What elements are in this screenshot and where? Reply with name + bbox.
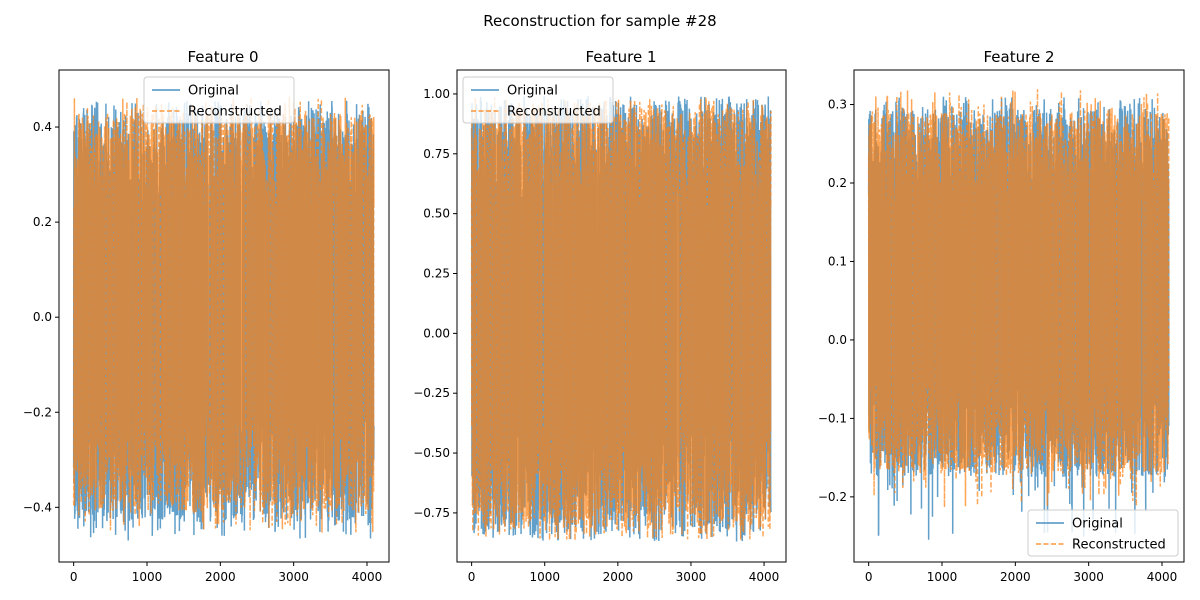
subplot-title: Feature 2 bbox=[984, 48, 1055, 66]
x-tick-label: 3000 bbox=[676, 570, 707, 584]
y-tick-label: −0.25 bbox=[413, 386, 450, 400]
y-tick-label: 0.2 bbox=[828, 176, 847, 190]
axes-frame bbox=[853, 69, 1185, 563]
y-tick-label: −0.2 bbox=[23, 405, 52, 419]
legend: Original Reconstructed bbox=[1027, 509, 1179, 557]
y-tick-label: 0.1 bbox=[828, 254, 847, 268]
x-tick-label: 1000 bbox=[132, 570, 163, 584]
x-axis: 0 1000 2000 3000 4000 bbox=[865, 562, 1177, 584]
plot-area bbox=[58, 69, 390, 563]
legend-label: Original bbox=[188, 84, 239, 99]
x-axis: 0 1000 2000 3000 4000 bbox=[70, 562, 382, 584]
subplot-feature-2: Feature 2 −0.2 −0.1 0.0 0.1 0.2 0.3 0 1000 2000… bbox=[818, 48, 1185, 584]
series-line-reconstructed bbox=[72, 96, 375, 533]
legend-box bbox=[143, 76, 295, 124]
legend-label: Reconstructed bbox=[1072, 538, 1166, 553]
plot-area bbox=[456, 69, 787, 563]
y-tick-label: 0.00 bbox=[423, 326, 450, 340]
x-axis: 0 1000 2000 3000 4000 bbox=[468, 562, 780, 584]
legend-label: Original bbox=[1072, 517, 1123, 532]
plot-area bbox=[853, 69, 1185, 563]
y-tick-label: 0.25 bbox=[423, 267, 450, 281]
subplot-title: Feature 1 bbox=[586, 48, 657, 66]
series-line-reconstructed bbox=[470, 97, 772, 541]
figure-suptitle: Reconstruction for sample #28 bbox=[483, 12, 716, 30]
y-tick-label: 0.50 bbox=[423, 207, 450, 221]
x-tick-label: 3000 bbox=[1073, 570, 1104, 584]
legend-label: Reconstructed bbox=[507, 105, 601, 120]
series-line-reconstructed bbox=[867, 89, 1170, 508]
legend-box bbox=[1027, 509, 1179, 557]
x-tick-label: 4000 bbox=[352, 570, 383, 584]
axes-frame bbox=[456, 69, 787, 563]
x-tick-label: 4000 bbox=[1147, 570, 1178, 584]
y-tick-label: −0.4 bbox=[23, 500, 52, 514]
y-tick-label: −0.2 bbox=[818, 490, 847, 504]
x-tick-label: 0 bbox=[865, 570, 873, 584]
x-tick-label: 1000 bbox=[927, 570, 958, 584]
legend: Original Reconstructed bbox=[462, 76, 614, 124]
legend-box bbox=[462, 76, 614, 124]
axes-frame bbox=[58, 69, 390, 563]
y-axis: −0.2 −0.1 0.0 0.1 0.2 0.3 bbox=[818, 98, 854, 504]
y-tick-label: 0.75 bbox=[423, 147, 450, 161]
x-tick-label: 0 bbox=[70, 570, 78, 584]
subplot-feature-0: Feature 0 −0.4 −0.2 0.0 0.2 0.4 0 1000 2000 300… bbox=[23, 48, 390, 584]
y-axis: −0.75 −0.50 −0.25 0.00 0.25 0.50 0.75 1.00 bbox=[413, 87, 457, 520]
subplot-feature-1: Feature 1 −0.75 −0.50 −0.25 0.00 0.25 0.50 0.7… bbox=[413, 48, 787, 584]
x-tick-label: 2000 bbox=[205, 570, 236, 584]
y-tick-label: 0.0 bbox=[33, 310, 52, 324]
y-tick-label: 0.2 bbox=[33, 215, 52, 229]
y-tick-label: 0.4 bbox=[33, 120, 52, 134]
x-tick-label: 2000 bbox=[603, 570, 634, 584]
y-tick-label: −0.1 bbox=[818, 411, 847, 425]
y-tick-label: −0.50 bbox=[413, 446, 450, 460]
x-tick-label: 1000 bbox=[529, 570, 560, 584]
x-tick-label: 0 bbox=[468, 570, 476, 584]
x-tick-label: 4000 bbox=[749, 570, 780, 584]
subplot-title: Feature 0 bbox=[188, 48, 259, 66]
y-tick-label: 0.3 bbox=[828, 98, 847, 112]
legend-label: Original bbox=[507, 84, 558, 99]
legend: Original Reconstructed bbox=[143, 76, 295, 124]
y-tick-label: −0.75 bbox=[413, 506, 450, 520]
y-tick-label: 1.00 bbox=[423, 87, 450, 101]
x-tick-label: 2000 bbox=[1000, 570, 1031, 584]
legend-label: Reconstructed bbox=[188, 105, 282, 120]
x-tick-label: 3000 bbox=[278, 570, 309, 584]
y-tick-label: 0.0 bbox=[828, 333, 847, 347]
y-axis: −0.4 −0.2 0.0 0.2 0.4 bbox=[23, 120, 59, 514]
